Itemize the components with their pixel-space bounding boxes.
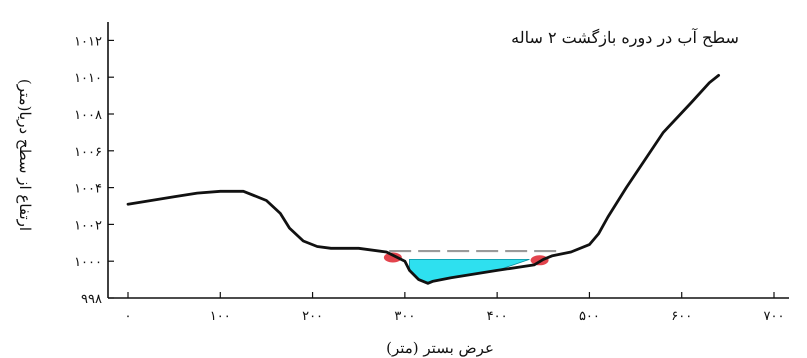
- x-axis-title: عرض بستر (متر): [386, 339, 494, 357]
- y-tick-label: ۱۰۰۸: [74, 108, 102, 123]
- y-tick-label: ۱۰۰۴: [74, 182, 102, 197]
- x-tick-label: ۵۰۰: [579, 309, 600, 324]
- chart-title: سطح آب در دوره بازگشت ۲ ساله: [511, 27, 739, 47]
- y-tick-label: ۱۰۰۰: [74, 255, 102, 270]
- y-tick-label: ۱۰۰۲: [74, 218, 102, 233]
- x-tick-label: ۳۰۰: [394, 309, 415, 324]
- x-tick-label: ۰: [125, 309, 132, 324]
- y-axis-title: ارتفاع از سطح دریا(متر): [16, 79, 34, 231]
- y-tick-label: ۹۹۸: [81, 292, 102, 307]
- x-tick-label: ۴۰۰: [487, 309, 508, 324]
- x-tick-label: ۱۰۰: [210, 309, 231, 324]
- y-tick-label: ۱۰۰۶: [74, 145, 102, 160]
- axes: [107, 22, 789, 299]
- water-area: [409, 258, 530, 284]
- x-tick-label: ۷۰۰: [764, 309, 785, 324]
- ground-profile-line: [126, 74, 720, 285]
- y-tick-label: ۱۰۱۲: [74, 34, 102, 49]
- chart-marks: [126, 74, 720, 285]
- y-tick-label: ۱۰۱۰: [74, 71, 102, 86]
- x-tick-label: ۶۰۰: [671, 309, 692, 324]
- ticks: ۰ ۱۰۰ ۲۰۰ ۳۰۰ ۴۰۰ ۵۰۰ ۶۰۰ ۷۰۰ ۹۹۸ ۱۰۰۰ ۱۰۰۲ ۱۰۰۴ ۱۰۰…: [74, 34, 784, 324]
- bank-marker: [383, 252, 402, 263]
- x-tick-label: ۲۰۰: [302, 309, 323, 324]
